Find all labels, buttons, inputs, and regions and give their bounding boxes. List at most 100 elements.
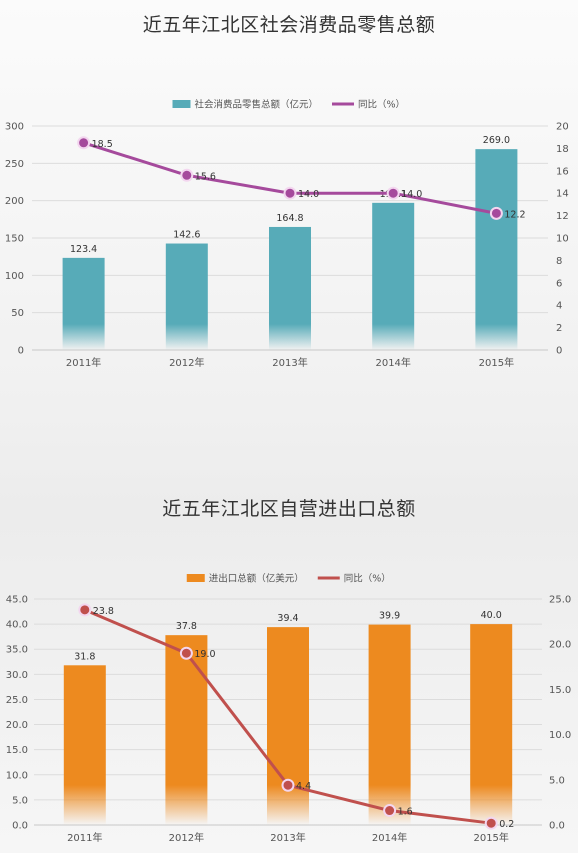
bar	[165, 243, 208, 324]
y-left-tick-label: 100	[5, 271, 24, 282]
y-right-tick-label: 16	[556, 166, 569, 177]
y-left-tick-label: 0.0	[12, 821, 28, 832]
legend-bar-swatch	[186, 574, 205, 582]
y-left-tick-label: 15.0	[6, 745, 28, 756]
x-tick-label: 2011年	[66, 356, 101, 369]
x-tick-label: 2013年	[272, 356, 307, 369]
bar-fade	[269, 324, 311, 350]
y-right-tick-label: 5.0	[549, 775, 565, 786]
legend-line-label: 同比（%）	[358, 99, 405, 111]
line-point	[484, 816, 498, 830]
y-left-tick-label: 10.0	[6, 770, 28, 781]
legend-bar-label: 社会消费品零售总额（亿元）	[195, 99, 319, 111]
bar	[269, 226, 311, 324]
bar	[372, 202, 415, 324]
bar	[475, 149, 518, 324]
chart-2-title: 近五年江北区自营进出口总额	[162, 498, 416, 520]
x-tick-label: 2015年	[479, 356, 514, 369]
y-right-tick-label: 0.0	[549, 821, 565, 832]
x-tick-label: 2014年	[372, 831, 407, 844]
x-tick-label: 2012年	[169, 831, 204, 844]
line-value-label: 12.2	[504, 209, 525, 220]
y-left-tick-label: 250	[5, 159, 24, 170]
y-right-tick-label: 2	[556, 323, 562, 334]
y-left-tick-label: 150	[5, 234, 24, 245]
bar-fade	[62, 324, 105, 350]
x-tick-label: 2015年	[473, 831, 508, 844]
bar-value-label: 31.8	[74, 651, 95, 662]
line-value-label: 0.2	[499, 819, 514, 830]
y-right-tick-label: 14	[556, 189, 569, 200]
chart-retail-sales: 0 50 100 150 200 250 300 0 2 4 6 8 10 12 14 16 18 20 123.4…	[5, 99, 569, 370]
y-right-tick-label: 8	[556, 256, 562, 267]
legend-bar-swatch	[172, 100, 191, 108]
bar-fade	[165, 785, 208, 825]
line-value-label: 4.4	[296, 781, 311, 792]
line-point	[179, 646, 193, 660]
line-value-label: 14.0	[298, 189, 319, 200]
line-point	[283, 186, 297, 200]
bar-value-label: 37.8	[176, 621, 197, 632]
line-point	[281, 778, 295, 792]
bar-fade	[165, 324, 208, 350]
y-left-tick-label: 300	[5, 122, 24, 133]
y-right-tick-label: 6	[556, 278, 562, 289]
y-left-tick-label: 5.0	[12, 795, 28, 806]
bar-value-label: 142.6	[173, 230, 200, 241]
y-right-tick-label: 18	[556, 144, 569, 155]
bar-fade	[63, 785, 106, 825]
y-left-tick-label: 200	[5, 196, 24, 207]
y-right-tick-label: 12	[556, 211, 569, 222]
bar	[165, 635, 208, 785]
y-right-tick-label: 10.0	[549, 730, 571, 741]
bar-value-label: 39.4	[277, 613, 298, 624]
line-point	[383, 804, 397, 818]
bar	[63, 665, 106, 785]
line-point	[77, 136, 91, 150]
bar	[62, 257, 105, 324]
y-left-tick-label: 40.0	[6, 620, 28, 631]
y-right-tick-label: 20	[556, 122, 569, 133]
bar-value-label: 123.4	[70, 244, 97, 255]
line-value-label: 19.0	[194, 649, 215, 660]
bar	[267, 627, 309, 785]
legend-bar-label: 进出口总额（亿美元）	[209, 573, 304, 585]
line-point	[78, 603, 92, 617]
y-left-tick-label: 50	[11, 308, 24, 319]
bar-value-label: 269.0	[483, 135, 510, 146]
line-point	[489, 206, 503, 220]
chart-1-title: 近五年江北区社会消费品零售总额	[142, 14, 436, 36]
bar-fade	[475, 324, 518, 350]
y-right-tick-label: 0	[556, 346, 562, 357]
bar-value-label: 39.9	[379, 611, 400, 622]
y-left-tick-label: 35.0	[6, 645, 28, 656]
x-tick-label: 2013年	[270, 831, 305, 844]
y-left-tick-label: 45.0	[6, 595, 28, 606]
line-value-label: 15.6	[195, 171, 216, 182]
bar-value-label: 40.0	[481, 610, 502, 621]
y-right-tick-label: 4	[556, 301, 562, 312]
line-value-label: 23.8	[93, 606, 114, 617]
line-point	[180, 168, 194, 182]
y-right-tick-label: 20.0	[549, 640, 571, 651]
line-value-label: 1.6	[398, 807, 413, 818]
y-right-tick-label: 10	[556, 234, 569, 245]
bar-fade	[372, 324, 415, 350]
y-left-tick-label: 0	[18, 346, 24, 357]
bar-value-label: 164.8	[276, 213, 303, 224]
y-left-tick-label: 30.0	[6, 670, 28, 681]
legend-line-label: 同比（%）	[344, 573, 391, 585]
y-left-tick-label: 20.0	[6, 720, 28, 731]
bar	[368, 624, 411, 785]
y-right-tick-label: 25.0	[549, 595, 571, 606]
line-point	[386, 186, 400, 200]
y-right-tick-label: 15.0	[549, 685, 571, 696]
x-tick-label: 2011年	[67, 831, 102, 844]
bar	[470, 624, 513, 785]
x-tick-label: 2014年	[375, 356, 410, 369]
line-value-label: 14.0	[401, 189, 422, 200]
y-left-tick-label: 25.0	[6, 695, 28, 706]
x-tick-label: 2012年	[169, 356, 204, 369]
line-value-label: 18.5	[92, 139, 113, 150]
